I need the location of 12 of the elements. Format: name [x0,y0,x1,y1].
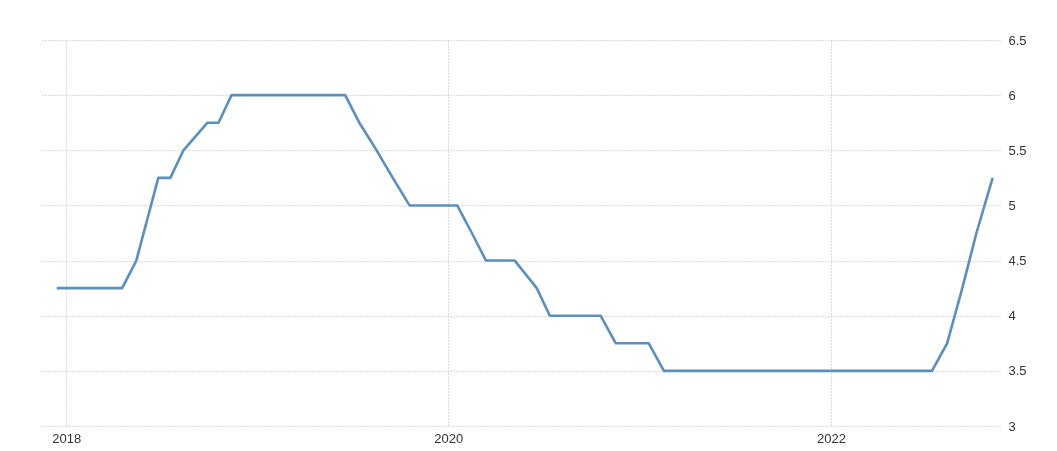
y-tick-label: 4.5 [1008,253,1027,269]
line-series [55,93,994,373]
y-tick-label: 3.5 [1008,363,1027,379]
x-tick-label: 2022 [816,430,846,446]
y-tick-label: 6 [1008,87,1016,103]
y-tick-label: 6.5 [1008,32,1027,48]
y-tick-label: 3 [1008,418,1016,434]
x-tick-label: 2020 [434,430,464,446]
x-tick-label: 2018 [52,430,82,446]
y-tick-label: 4 [1008,308,1016,324]
y-tick-label: 5.5 [1008,142,1027,158]
y-tick-label: 5 [1008,197,1016,213]
